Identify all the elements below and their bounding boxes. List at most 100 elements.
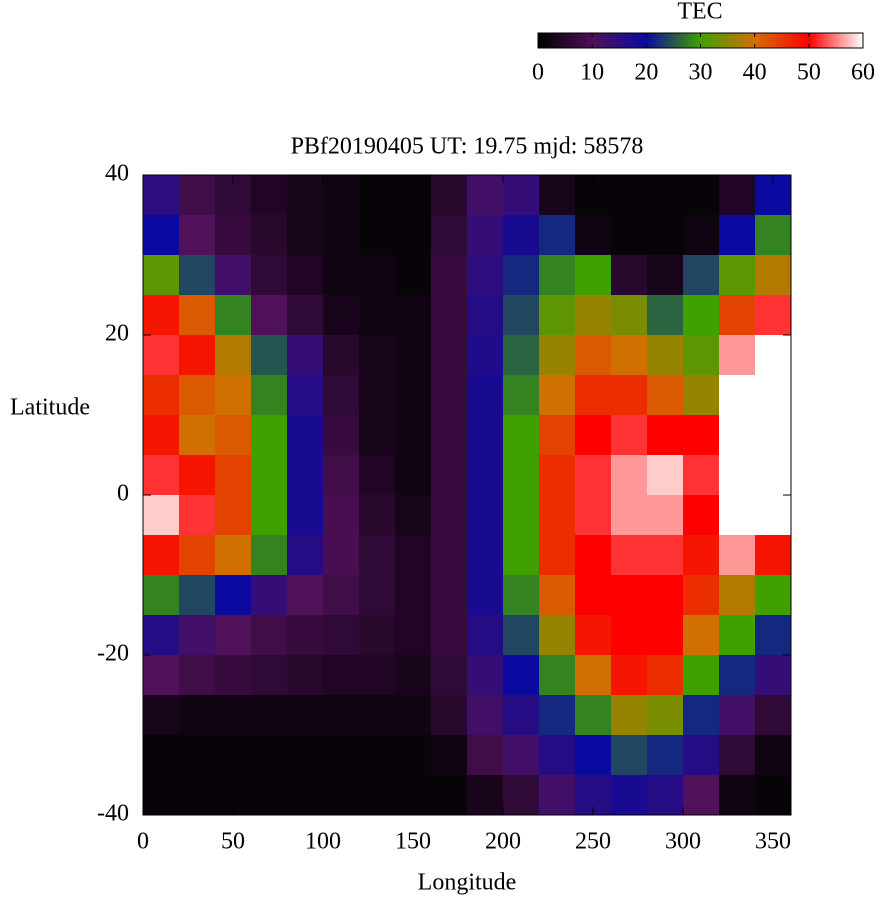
heat-cell xyxy=(503,415,540,456)
heat-cell xyxy=(251,295,288,336)
colorbar-swatch xyxy=(808,33,811,48)
heat-cell xyxy=(323,175,360,216)
colorbar-swatch xyxy=(538,33,541,48)
heat-cell xyxy=(611,495,648,536)
y-tick-label: 0 xyxy=(117,481,129,507)
heat-cell xyxy=(251,335,288,376)
heat-cell xyxy=(647,255,684,296)
heat-cell xyxy=(323,495,360,536)
colorbar-swatch xyxy=(613,33,616,48)
heat-cell xyxy=(539,535,576,576)
colorbar-tick-label: 20 xyxy=(634,60,658,86)
heat-cell xyxy=(647,335,684,376)
colorbar-swatch xyxy=(745,33,749,48)
heat-cell xyxy=(647,455,684,496)
colorbar-swatch xyxy=(720,33,724,48)
heat-cell xyxy=(215,455,252,496)
colorbar-swatch xyxy=(693,33,696,48)
colorbar-swatch xyxy=(688,33,691,48)
heat-cell xyxy=(575,415,612,456)
heat-cell xyxy=(179,295,216,336)
colorbar-swatch xyxy=(678,33,681,48)
colorbar-swatch xyxy=(580,33,584,48)
heat-cell xyxy=(287,575,324,616)
heat-cell xyxy=(611,295,648,336)
heat-cell xyxy=(215,535,252,576)
colorbar-swatch xyxy=(685,33,689,48)
colorbar-swatch xyxy=(750,33,754,48)
heat-cell xyxy=(719,495,756,536)
heat-cell xyxy=(467,455,504,496)
heat-cell xyxy=(683,655,720,696)
heat-cell xyxy=(503,695,540,736)
heat-cell xyxy=(719,695,756,736)
heat-cell xyxy=(755,655,792,696)
colorbar-swatch xyxy=(818,33,821,48)
colorbar-swatch xyxy=(665,33,669,48)
heat-cell xyxy=(251,575,288,616)
colorbar-swatch xyxy=(573,33,576,48)
colorbar-swatch xyxy=(653,33,656,48)
colorbar-swatch xyxy=(555,33,559,48)
heat-cell xyxy=(611,775,648,816)
colorbar-swatch xyxy=(590,33,594,48)
colorbar-swatch xyxy=(708,33,711,48)
y-tick-label: -20 xyxy=(97,641,129,667)
colorbar-swatch xyxy=(700,33,704,48)
heat-cell xyxy=(719,455,756,496)
colorbar-swatch xyxy=(743,33,746,48)
heat-cell xyxy=(611,215,648,256)
colorbar-swatch xyxy=(585,33,589,48)
heat-cell xyxy=(143,295,180,336)
colorbar-swatch xyxy=(570,33,574,48)
heat-cell xyxy=(755,295,792,336)
colorbar-swatch xyxy=(673,33,676,48)
heat-cell xyxy=(143,375,180,416)
heat-cell xyxy=(467,415,504,456)
heat-cell xyxy=(503,255,540,296)
colorbar-swatch xyxy=(823,33,826,48)
colorbar-swatch xyxy=(690,33,694,48)
heat-cell xyxy=(575,495,612,536)
heat-cell xyxy=(431,455,468,496)
heat-cell xyxy=(251,495,288,536)
heat-cell xyxy=(143,335,180,376)
heat-cell xyxy=(647,175,684,216)
x-tick-label: 50 xyxy=(221,829,245,855)
heat-cell xyxy=(755,415,792,456)
heat-cell xyxy=(251,455,288,496)
heat-cell xyxy=(215,335,252,376)
heat-cell xyxy=(287,335,324,376)
heat-cell xyxy=(179,655,216,696)
heat-cell xyxy=(395,255,432,296)
heat-cell xyxy=(431,615,468,656)
colorbar-swatch xyxy=(835,33,839,48)
heat-cell xyxy=(647,695,684,736)
heat-cell xyxy=(575,655,612,696)
heat-cell xyxy=(503,615,540,656)
heat-cell xyxy=(251,775,288,816)
colorbar-swatch xyxy=(578,33,581,48)
heat-cell xyxy=(251,375,288,416)
heat-cell xyxy=(467,575,504,616)
heat-cell xyxy=(179,455,216,496)
colorbar-swatch xyxy=(738,33,741,48)
heat-cell xyxy=(683,335,720,376)
heat-cell xyxy=(251,735,288,776)
heat-cell xyxy=(359,295,396,336)
heat-cell xyxy=(143,455,180,496)
heat-cell xyxy=(359,535,396,576)
colorbar-swatch xyxy=(858,33,861,48)
heat-cell xyxy=(251,655,288,696)
colorbar-swatch xyxy=(730,33,734,48)
colorbar-swatch xyxy=(545,33,549,48)
heat-cell xyxy=(143,655,180,696)
colorbar-swatch xyxy=(840,33,844,48)
heat-cell xyxy=(647,535,684,576)
heat-cell xyxy=(575,375,612,416)
colorbar-swatch xyxy=(718,33,721,48)
heat-cell xyxy=(287,695,324,736)
colorbar-swatch xyxy=(788,33,791,48)
y-tick-label: -40 xyxy=(97,801,129,827)
heat-cell xyxy=(215,495,252,536)
